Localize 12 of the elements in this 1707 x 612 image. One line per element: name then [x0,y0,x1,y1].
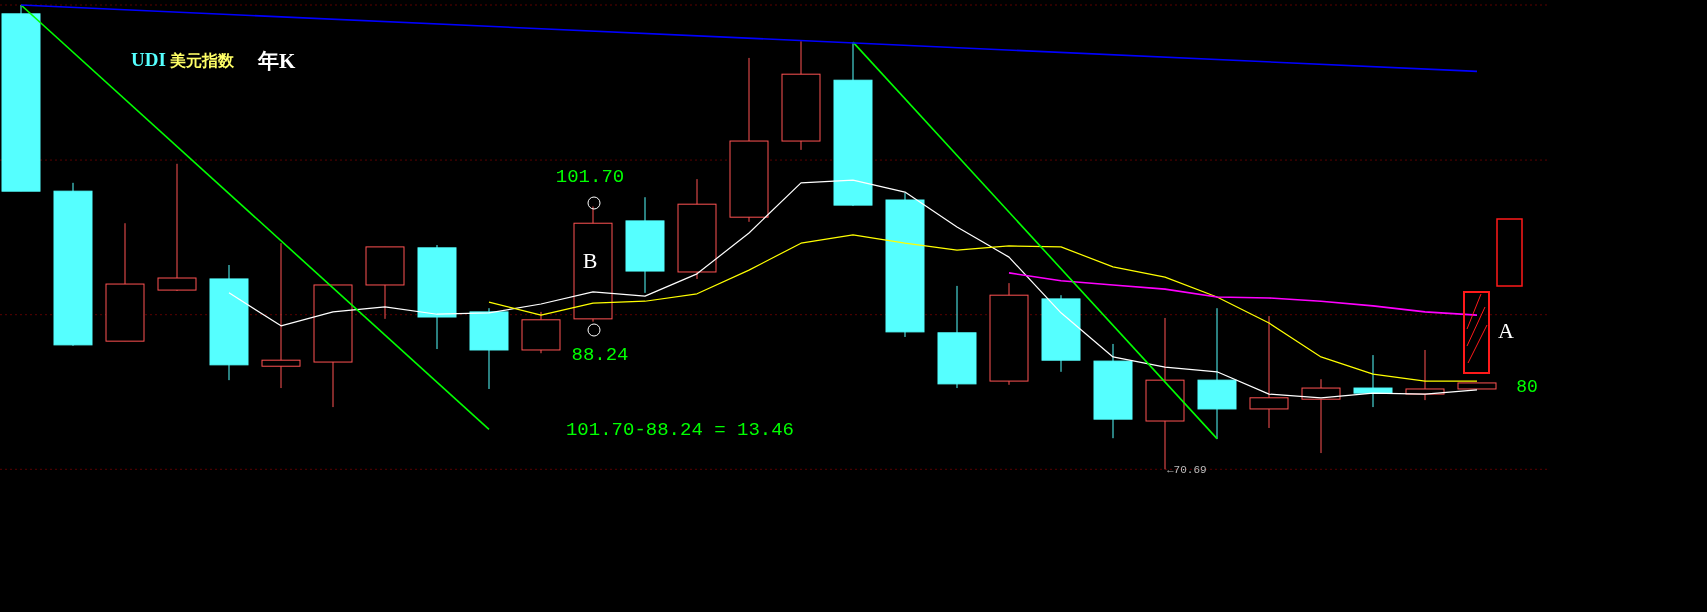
candlestick [1353,354,1393,408]
text: UDI 美元指数 [131,49,235,70]
annotation: A [1498,318,1515,343]
annotation: B [582,248,598,273]
annotation: ←70.69 [1167,464,1207,476]
annotation: 88.24 [571,344,629,366]
candlestick [1249,315,1289,429]
candlestick [261,242,301,389]
annotation: 80 [1516,377,1538,397]
annotation: 101.70-88.24 = 13.46 [565,419,795,441]
text: 年K [257,49,296,73]
annotation: 101.70 [555,166,625,188]
